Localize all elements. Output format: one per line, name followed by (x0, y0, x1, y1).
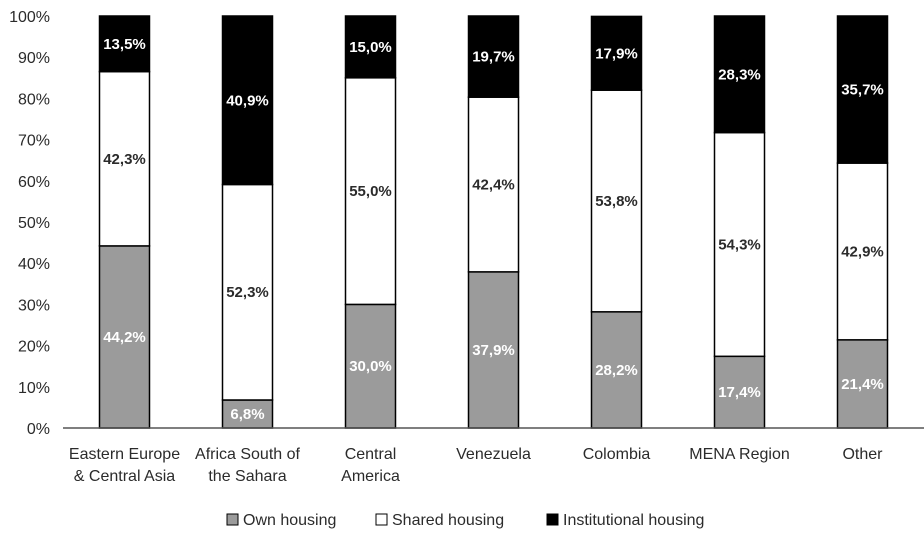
y-tick-label: 30% (18, 297, 50, 314)
data-label: 53,8% (595, 193, 638, 210)
bar-segment (836, 339, 889, 429)
data-label: 28,3% (718, 66, 761, 83)
y-tick-label: 0% (27, 421, 50, 438)
x-category-label: Colombia (583, 446, 651, 463)
y-tick-label: 90% (18, 50, 50, 67)
bar-segment (713, 355, 766, 429)
x-category-label: MENA Region (689, 446, 790, 463)
bar-segment (467, 15, 520, 98)
bar-segment (344, 77, 397, 306)
data-label: 15,0% (349, 39, 392, 56)
x-category-label: Africa South of the Sahara (195, 446, 301, 485)
y-axis: 0% 10% 20% 30% 40% 50% 60% 70% 80% 90% 100% (9, 9, 50, 438)
y-tick-label: 40% (18, 256, 50, 273)
legend-swatch (226, 513, 239, 526)
data-label: 37,9% (472, 342, 515, 359)
y-tick-label: 70% (18, 133, 50, 150)
bar-segment (98, 15, 151, 73)
legend-label: Institutional housing (563, 512, 704, 529)
bar-segment (713, 131, 766, 358)
data-label: 21,4% (841, 376, 884, 393)
data-label: 28,2% (595, 362, 638, 379)
legend: Own housing Shared housing Institutional h… (226, 512, 704, 529)
legend-swatch (375, 513, 388, 526)
y-tick-label: 80% (18, 91, 50, 108)
data-label: 44,2% (103, 329, 146, 346)
bar-segment (98, 245, 151, 429)
bar-segment (467, 96, 520, 273)
y-tick-label: 20% (18, 339, 50, 356)
data-label: 40,9% (226, 92, 269, 109)
data-label: 6,8% (230, 406, 264, 423)
legend-label: Own housing (243, 512, 336, 529)
bar-segment (590, 15, 643, 91)
data-label: 30,0% (349, 358, 392, 375)
data-label: 13,5% (103, 36, 146, 53)
y-tick-label: 10% (18, 380, 50, 397)
bar-segment (836, 15, 889, 164)
bar-segment (467, 271, 520, 429)
bar-segment (836, 162, 889, 341)
data-label: 42,4% (472, 177, 515, 194)
x-category-label: Other (842, 446, 883, 463)
y-tick-label: 60% (18, 174, 50, 191)
y-tick-label: 50% (18, 215, 50, 232)
y-tick-label: 100% (9, 9, 50, 26)
legend-label: Shared housing (392, 512, 504, 529)
bars-group (98, 15, 889, 429)
data-label: 17,4% (718, 384, 761, 401)
bar-segment (98, 70, 151, 247)
data-label: 52,3% (226, 284, 269, 301)
bar-segment (344, 15, 397, 79)
bar-segment (221, 399, 274, 429)
bar-segment (713, 15, 766, 134)
legend-swatch (546, 513, 559, 526)
data-labels-group: 44,2% 42,3% 13,5% 6,8% 52,3% 40,9% 30,0% 55,0% 1… (103, 36, 884, 423)
data-label: 42,9% (841, 243, 884, 260)
data-label: 19,7% (472, 49, 515, 66)
x-axis: Eastern Europe & Central Asia Africa South… (69, 446, 883, 485)
x-category-label: Eastern Europe & Central Asia (69, 446, 180, 485)
data-label: 55,0% (349, 183, 392, 200)
bar-segment (221, 15, 274, 186)
data-label: 35,7% (841, 82, 884, 99)
x-category-label: Venezuela (456, 446, 531, 463)
data-label: 17,9% (595, 45, 638, 62)
bar-segment (221, 183, 274, 401)
data-label: 54,3% (718, 236, 761, 253)
data-label: 42,3% (103, 151, 146, 168)
x-category-label: Central America (341, 446, 400, 485)
